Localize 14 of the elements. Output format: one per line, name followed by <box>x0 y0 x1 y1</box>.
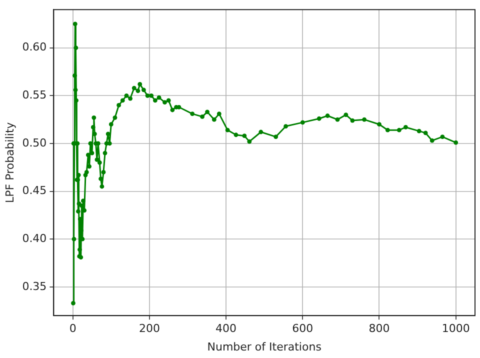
y-tick-label: 0.50 <box>22 136 47 150</box>
x-axis-title: Number of Iterations <box>207 340 322 354</box>
y-tick-label: 0.45 <box>22 184 47 198</box>
y-tick-label: 0.60 <box>22 40 47 54</box>
x-tick-label: 800 <box>368 322 390 336</box>
y-axis-title: LPF Probability <box>3 122 16 203</box>
y-tick-label: 0.55 <box>22 88 47 102</box>
x-tick-label: 600 <box>292 322 314 336</box>
y-tick-label: 0.35 <box>22 280 47 293</box>
x-tick-label: 200 <box>138 322 160 336</box>
x-tick-label: 1000 <box>442 322 470 336</box>
x-tick-label: 400 <box>216 322 237 336</box>
x-tick-label: 0 <box>69 322 76 336</box>
y-tick-label: 0.40 <box>22 232 47 245</box>
